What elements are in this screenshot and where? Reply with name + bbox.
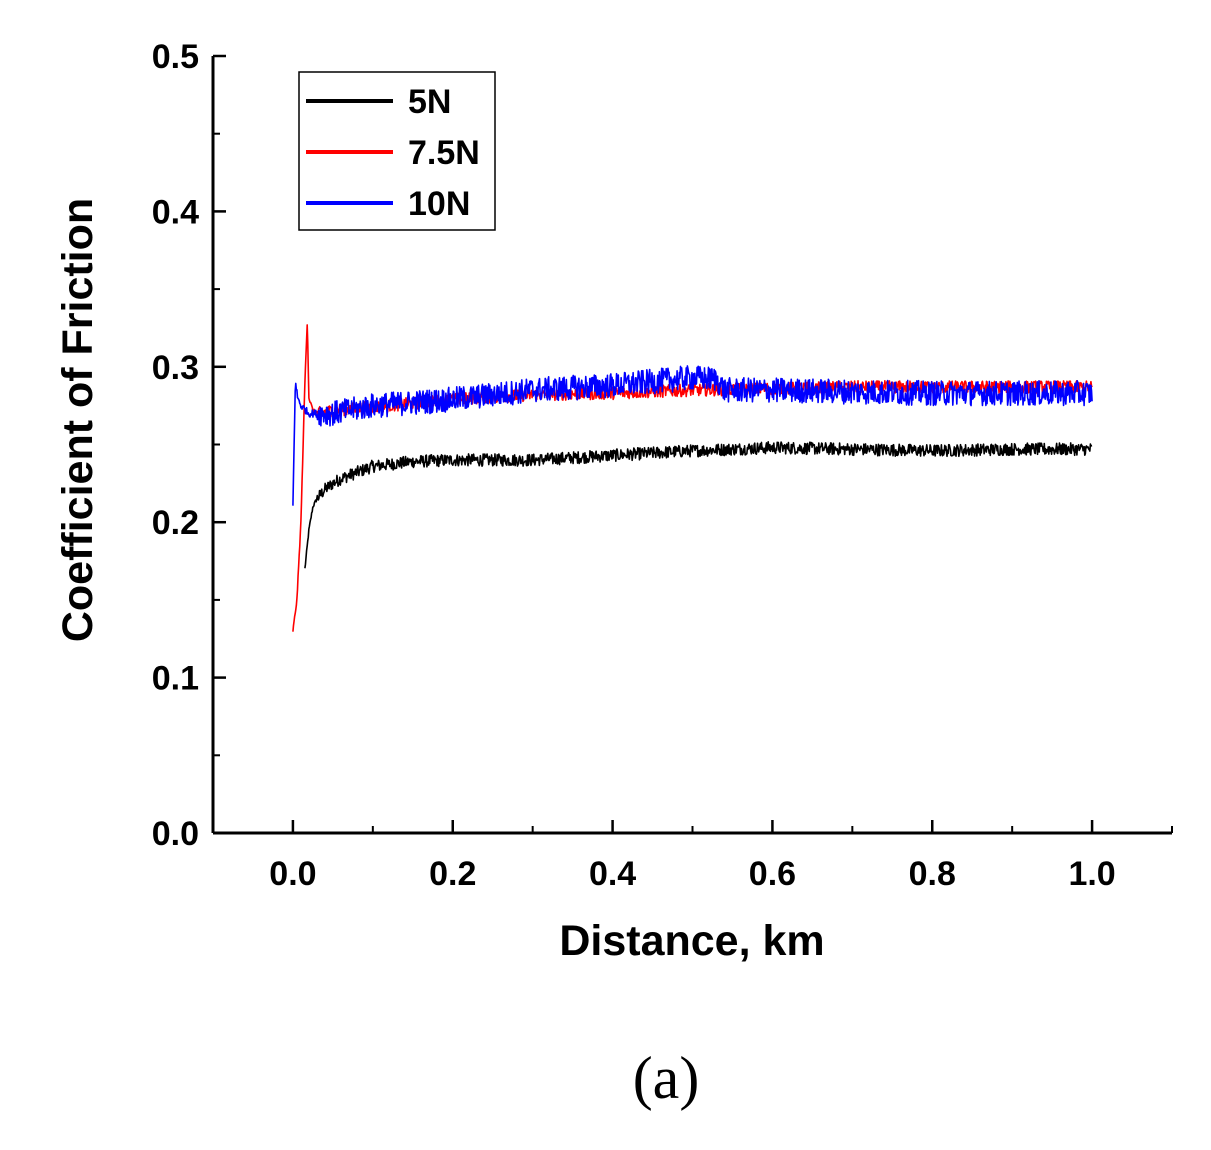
figure-caption: (a) bbox=[633, 1045, 700, 1111]
x-tick-label: 0.4 bbox=[589, 855, 636, 893]
y-tick-label: 0.4 bbox=[152, 193, 199, 231]
ticks-layer: 0.0 0.2 0.4 0.6 0.8 1.0 0.0 0.1 0.2 0.3 0.4 0.5 bbox=[152, 38, 1173, 893]
y-tick-label: 0.1 bbox=[152, 660, 199, 698]
legend-label-7-5n: 7.5N bbox=[408, 134, 480, 172]
x-tick-label: 1.0 bbox=[1068, 855, 1115, 893]
y-tick-label: 0.3 bbox=[152, 349, 199, 387]
legend-label-10n: 10N bbox=[408, 185, 470, 223]
series-layer bbox=[292, 324, 1093, 632]
x-tick-label: 0.8 bbox=[909, 855, 956, 893]
legend-label-5n: 5N bbox=[408, 83, 451, 121]
legend: 5N 7.5N 10N bbox=[298, 71, 496, 231]
series-line-7-5n bbox=[292, 324, 1093, 632]
x-axis-title: Distance, km bbox=[559, 917, 824, 965]
x-tick-label: 0.2 bbox=[429, 855, 476, 893]
x-tick-label: 0.6 bbox=[749, 855, 796, 893]
x-tick-label: 0.0 bbox=[269, 855, 316, 893]
y-tick-label: 0.2 bbox=[152, 504, 199, 542]
series-line-5n bbox=[304, 441, 1093, 569]
series-line-10n bbox=[292, 365, 1093, 506]
y-tick-label: 0.5 bbox=[152, 38, 199, 76]
y-axis-title: Coefficient of Friction bbox=[54, 198, 102, 642]
y-tick-label: 0.0 bbox=[152, 815, 199, 853]
